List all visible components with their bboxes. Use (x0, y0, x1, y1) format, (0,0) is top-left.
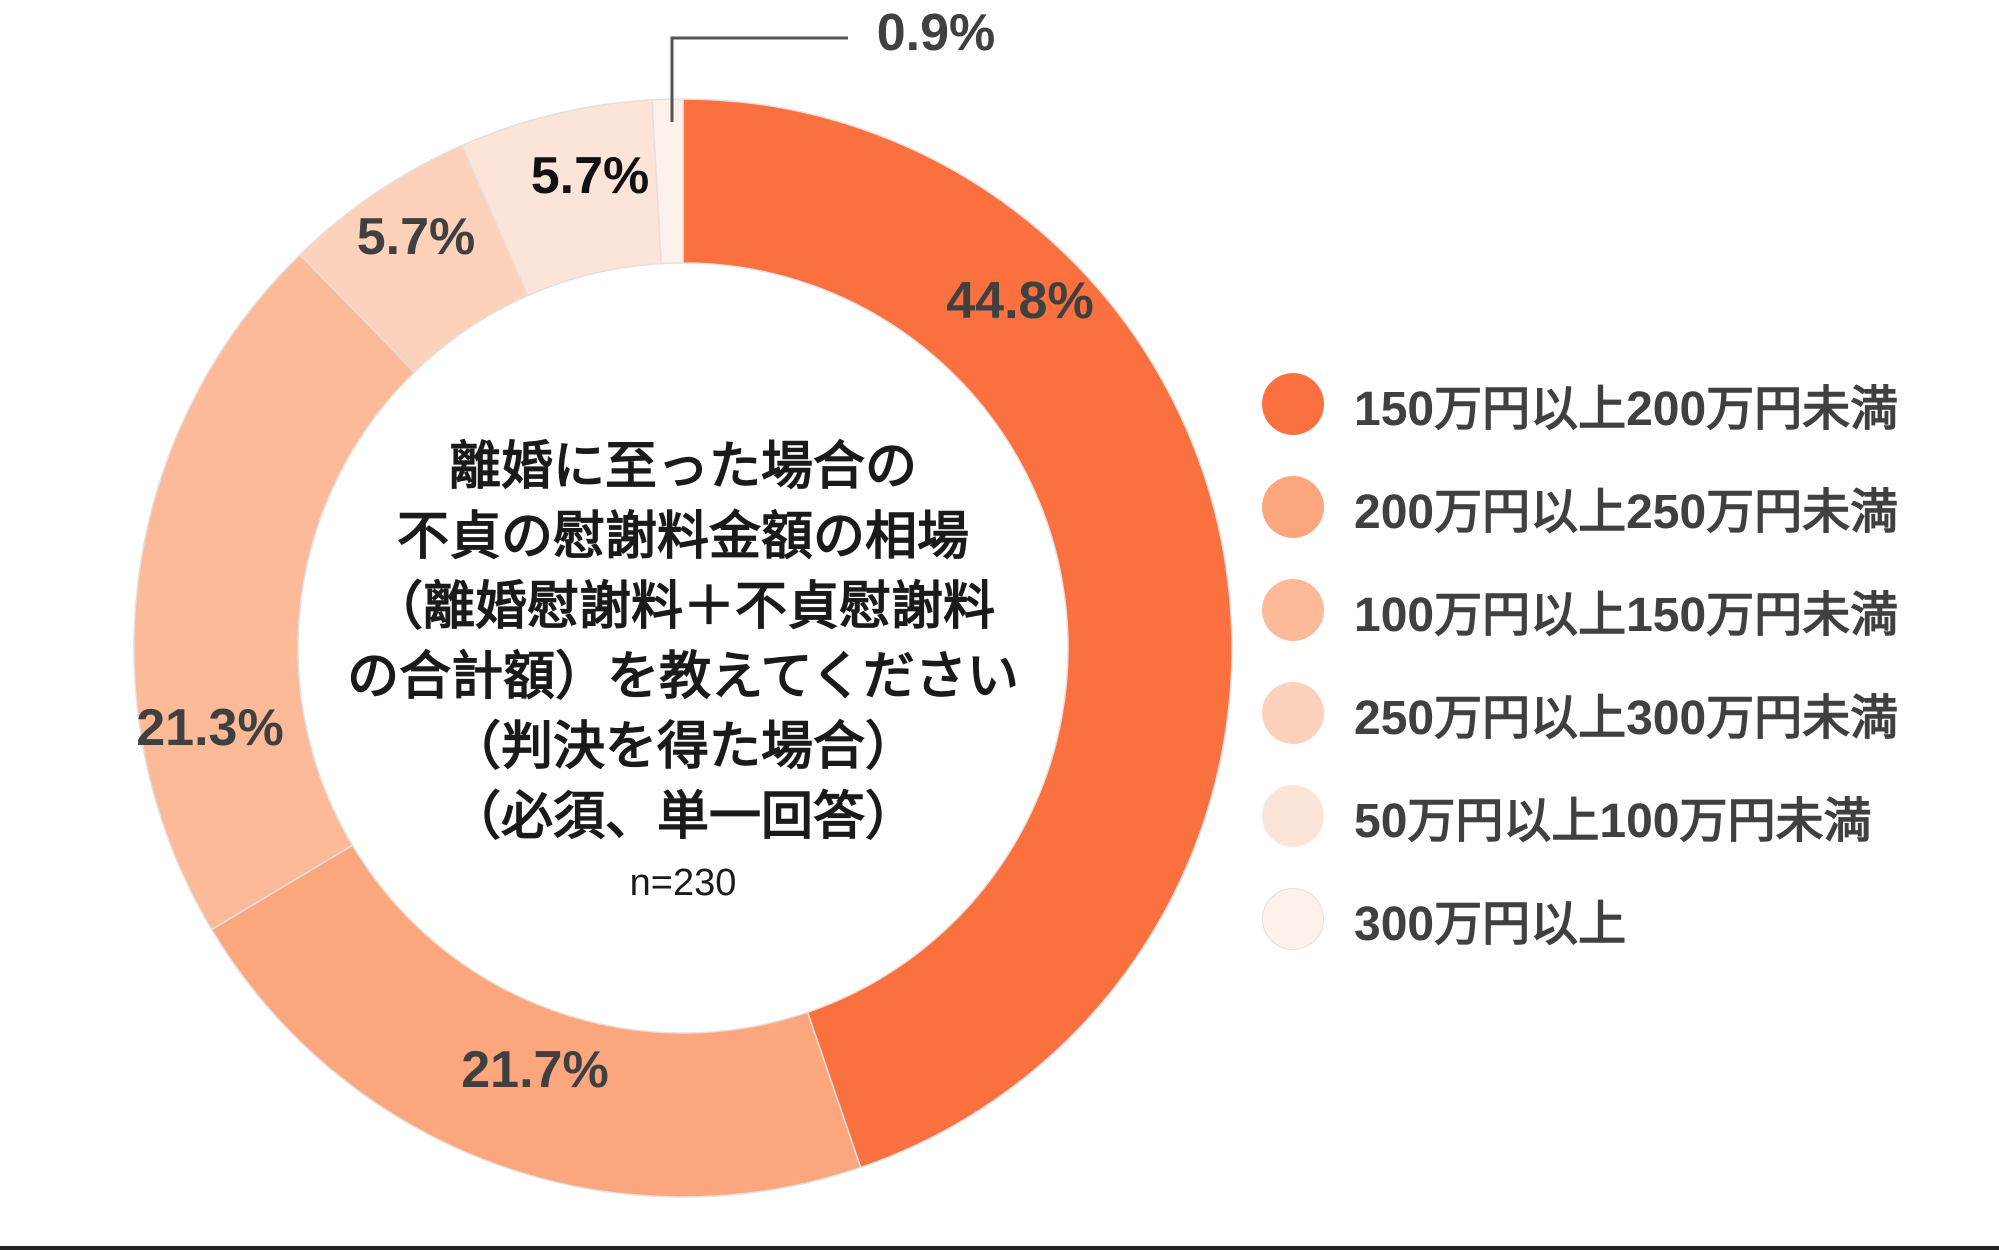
segment-value-label: 5.7% (531, 147, 650, 205)
legend-label: 300万円以上 (1354, 897, 1627, 951)
legend-item: 200万円以上250万円未満 (1262, 455, 1898, 558)
segment-value-label: 21.7% (461, 1041, 608, 1099)
legend-swatch-icon (1262, 475, 1324, 538)
legend-label: 200万円以上250万円未満 (1354, 485, 1899, 539)
donut-segment (682, 98, 1233, 1169)
title-line: （判決を得た場合） (448, 718, 917, 776)
segment-value-label: 44.8% (946, 272, 1093, 330)
segment-labels: 44.8% 21.7% 21.3% 5.7% 5.7% 0.9% (136, 4, 1093, 1099)
leader-line (670, 36, 848, 122)
legend-swatch-icon (1262, 784, 1324, 847)
title-line: （離婚慰謝料＋不貞慰謝料 (370, 578, 995, 636)
legend-item: 100万円以上150万円未満 (1262, 558, 1898, 661)
segment-value-label: 0.9% (877, 4, 996, 62)
donut-segment (651, 98, 684, 265)
legend-swatch-icon (1262, 578, 1324, 641)
legend-label: 50万円以上100万円未満 (1354, 794, 1872, 848)
donut-segment (210, 844, 862, 1198)
legend-item: 250万円以上300万円未満 (1262, 661, 1898, 764)
legend-swatch-icon (1262, 887, 1324, 950)
sample-size: n=230 (629, 862, 737, 904)
donut-segment (133, 253, 416, 931)
legend-label: 100万円以上150万円未満 (1354, 588, 1899, 642)
donut-segments (133, 98, 1233, 1198)
title-line: の合計額）を教えてください (347, 648, 1019, 706)
title-line: 不貞の慰謝料金額の相場 (396, 508, 969, 566)
title-line: 離婚に至った場合の (448, 438, 917, 496)
segment-value-label: 21.3% (136, 699, 283, 757)
legend: 150万円以上200万円未満 200万円以上250万円未満 100万円以上150… (1262, 352, 1898, 970)
chart-title: 離婚に至った場合の 不貞の慰謝料金額の相場 （離婚慰謝料＋不貞慰謝料 の合計額）… (323, 432, 1043, 852)
legend-label: 150万円以上200万円未満 (1354, 382, 1899, 436)
bottom-divider (0, 1246, 1999, 1250)
title-line: （必須、単一回答） (448, 788, 917, 846)
legend-item: 50万円以上100万円未満 (1262, 764, 1898, 867)
legend-item: 300万円以上 (1262, 867, 1898, 970)
legend-swatch-icon (1262, 372, 1324, 435)
segment-value-label: 5.7% (357, 208, 476, 266)
legend-swatch-icon (1262, 681, 1324, 744)
legend-label: 250万円以上300万円未満 (1354, 691, 1899, 745)
legend-item: 150万円以上200万円未満 (1262, 352, 1898, 455)
